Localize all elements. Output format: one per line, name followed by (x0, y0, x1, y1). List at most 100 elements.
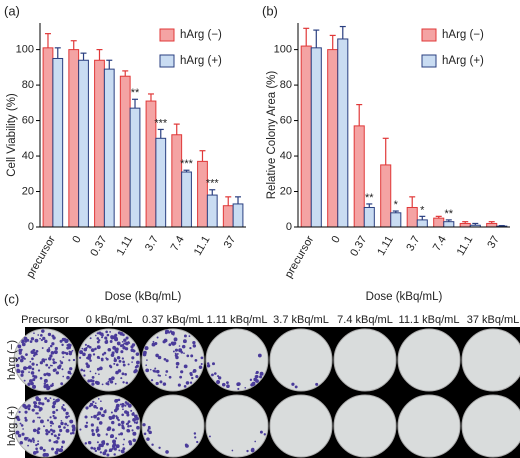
colony (57, 425, 62, 429)
colony (315, 382, 319, 386)
bar (416, 219, 428, 228)
colony (50, 424, 52, 427)
colony (114, 333, 118, 337)
colony (165, 450, 169, 454)
colony (85, 406, 89, 410)
colony (24, 407, 27, 410)
colony (120, 420, 125, 425)
colony (123, 338, 127, 342)
colony (111, 444, 116, 448)
colony (136, 425, 140, 430)
colony (84, 424, 88, 429)
colony (96, 441, 99, 444)
y-axis-title: Relative Colony Area (%) (266, 71, 278, 200)
colony (36, 353, 38, 356)
colony (93, 447, 96, 451)
colony (113, 362, 116, 365)
colony (15, 415, 20, 420)
colony (116, 363, 119, 367)
colony (47, 372, 51, 377)
colony (43, 361, 46, 363)
colony (115, 403, 120, 408)
bar (103, 68, 115, 228)
colony (155, 353, 159, 358)
colony (94, 372, 97, 375)
colony (68, 343, 71, 346)
colony (32, 348, 36, 352)
colony (226, 384, 230, 389)
colony (122, 381, 125, 384)
colony (71, 349, 74, 352)
colony (43, 382, 47, 385)
colony (101, 383, 104, 386)
colony (25, 353, 28, 357)
colony (53, 398, 55, 401)
colony (19, 422, 22, 425)
y-tick-label: 100 (274, 44, 292, 56)
colony (111, 351, 115, 355)
colony (45, 432, 49, 436)
colony (17, 434, 22, 438)
colony (23, 366, 27, 371)
colony (100, 358, 104, 362)
colony (62, 375, 65, 378)
colony (168, 343, 172, 347)
colony (95, 428, 100, 433)
colony (61, 368, 64, 371)
colony (183, 339, 186, 342)
x-tick-label: 1.11 (115, 234, 136, 258)
colony (109, 380, 114, 384)
x-axis-title: Dose (kBq/mL) (366, 291, 443, 303)
bar (206, 194, 218, 228)
y-tick-label: 100 (16, 44, 34, 56)
colony (27, 365, 32, 370)
colony (117, 398, 121, 402)
colony (133, 421, 136, 424)
colony (131, 343, 136, 347)
colony (113, 453, 116, 456)
colony (41, 402, 45, 406)
colony (21, 339, 25, 343)
colony (158, 374, 162, 377)
significance-label: * (420, 204, 425, 216)
colony (175, 355, 179, 360)
colony (55, 408, 59, 412)
colony (31, 357, 34, 361)
colony (181, 344, 186, 349)
colony (38, 408, 42, 412)
colony (35, 447, 38, 451)
colony (259, 371, 264, 376)
x-tick-label: precursor (283, 234, 317, 281)
colony (124, 404, 127, 407)
colony (44, 397, 48, 400)
column-label: 0.37 kBq/mL (142, 314, 204, 326)
colony (128, 442, 133, 446)
colony (72, 358, 76, 362)
colony (93, 405, 97, 408)
legend-label: hArg (+) (180, 55, 222, 67)
colony (149, 368, 152, 371)
x-tick-label: 37 (222, 234, 239, 251)
colony (82, 352, 85, 355)
column-label: 3.7 kBq/mL (273, 314, 329, 326)
dish (77, 328, 141, 392)
colony (69, 432, 73, 435)
colony (121, 405, 124, 408)
column-label: 7.4 kBq/mL (337, 314, 393, 326)
x-tick-label: 11.1 (455, 234, 476, 258)
colony (127, 420, 131, 423)
colony (67, 415, 70, 418)
colony (132, 431, 137, 436)
colony (192, 370, 195, 373)
colony (46, 385, 51, 390)
colony (127, 403, 132, 408)
significance-label: * (394, 199, 399, 211)
colony (109, 331, 112, 333)
colony (24, 338, 27, 341)
colony (51, 342, 55, 346)
colony (165, 359, 169, 363)
colony (60, 421, 64, 426)
colony (120, 377, 123, 380)
colony (131, 429, 134, 432)
colony (194, 358, 198, 362)
